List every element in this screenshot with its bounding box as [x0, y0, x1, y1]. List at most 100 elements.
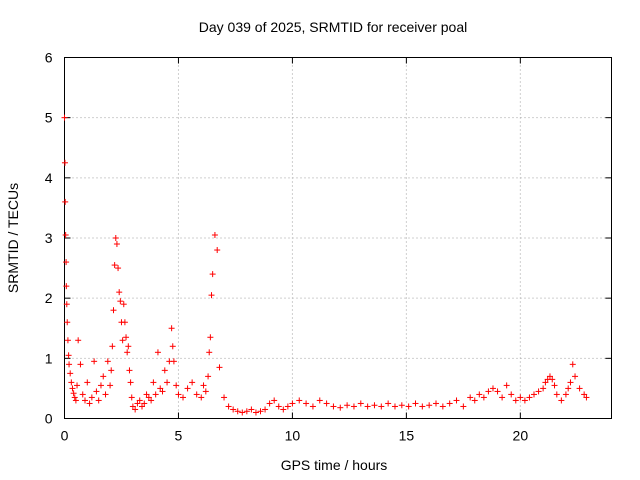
data-point — [216, 364, 223, 371]
x-axis-label: GPS time / hours — [281, 457, 388, 473]
data-point — [489, 385, 496, 392]
data-point — [77, 361, 84, 368]
data-point — [124, 349, 131, 356]
data-point — [173, 382, 180, 389]
data-point — [576, 385, 583, 392]
data-point — [234, 408, 241, 415]
data-point — [460, 403, 467, 410]
data-point — [68, 379, 75, 386]
data-point — [128, 394, 135, 401]
data-point — [535, 388, 542, 395]
data-point — [97, 382, 104, 389]
y-tick-label: 0 — [45, 411, 53, 427]
data-point — [248, 406, 255, 413]
data-point — [503, 382, 510, 389]
data-point — [110, 307, 117, 314]
data-point — [453, 397, 460, 404]
y-tick-label: 5 — [45, 110, 53, 126]
data-point — [565, 385, 572, 392]
data-point — [480, 394, 487, 401]
data-point — [551, 382, 558, 389]
data-point — [289, 400, 296, 407]
data-point — [243, 408, 250, 415]
data-point — [66, 361, 73, 368]
data-point — [412, 400, 419, 407]
data-point — [134, 400, 141, 407]
data-point — [211, 231, 218, 238]
data-point — [74, 382, 81, 389]
data-point — [91, 358, 98, 365]
data-point — [521, 397, 528, 404]
data-point — [107, 382, 114, 389]
data-point — [581, 391, 588, 398]
data-point — [75, 337, 82, 344]
data-point — [112, 235, 119, 241]
data-point — [239, 409, 246, 416]
data-point — [553, 391, 560, 398]
data-point — [433, 400, 440, 407]
data-point — [148, 397, 155, 404]
data-point — [569, 361, 576, 368]
data-point — [157, 385, 164, 392]
data-point — [252, 409, 259, 416]
data-point — [138, 403, 145, 410]
data-point — [61, 159, 68, 166]
data-point — [316, 397, 323, 404]
data-point — [143, 391, 150, 398]
data-point — [67, 370, 74, 377]
data-point — [152, 391, 159, 398]
chart-title: Day 039 of 2025, SRMTID for receiver poa… — [199, 19, 467, 35]
x-tick-label: 0 — [61, 428, 69, 444]
data-point — [485, 388, 492, 395]
data-point — [62, 231, 69, 238]
axis-ticks: 0 5 10 15 20 0 1 2 3 4 5 6 — [45, 50, 612, 444]
data-point — [517, 394, 524, 401]
data-point — [230, 406, 237, 413]
data-point — [207, 334, 214, 341]
data-point — [168, 325, 175, 332]
data-point — [120, 301, 127, 308]
data-point — [562, 391, 569, 398]
data-point — [119, 337, 126, 344]
data-point — [364, 403, 371, 410]
data-point — [499, 394, 506, 401]
data-point — [419, 403, 426, 410]
data-point — [189, 379, 196, 386]
data-point — [69, 385, 76, 392]
data-point — [262, 406, 269, 413]
data-point — [104, 358, 111, 365]
data-point — [467, 394, 474, 401]
data-point — [284, 403, 291, 410]
data-point — [108, 367, 115, 374]
y-tick-label: 6 — [45, 50, 53, 66]
data-point — [164, 379, 171, 386]
data-point — [208, 292, 215, 299]
data-point — [542, 379, 549, 386]
data-point — [115, 265, 122, 272]
data-point — [344, 402, 351, 409]
data-point — [169, 343, 176, 350]
data-point — [200, 382, 207, 389]
data-point — [323, 400, 330, 407]
y-tick-label: 4 — [45, 170, 53, 186]
data-point — [398, 402, 405, 409]
data-point — [180, 394, 187, 401]
data-point — [330, 403, 337, 410]
data-point — [88, 394, 95, 401]
data-point — [439, 403, 446, 410]
data-point — [71, 394, 78, 401]
data-point — [100, 373, 107, 380]
data-point — [62, 198, 69, 205]
data-point — [572, 373, 579, 380]
y-tick-label: 2 — [45, 290, 53, 306]
data-point — [113, 241, 120, 248]
data-point — [508, 391, 515, 398]
x-tick-label: 20 — [513, 428, 529, 444]
data-point — [63, 283, 70, 290]
data-point — [546, 373, 553, 380]
y-tick-label: 1 — [45, 350, 53, 366]
y-tick-label: 3 — [45, 230, 53, 246]
data-point — [476, 391, 483, 398]
data-point — [63, 259, 70, 266]
grid-lines — [64, 57, 612, 419]
